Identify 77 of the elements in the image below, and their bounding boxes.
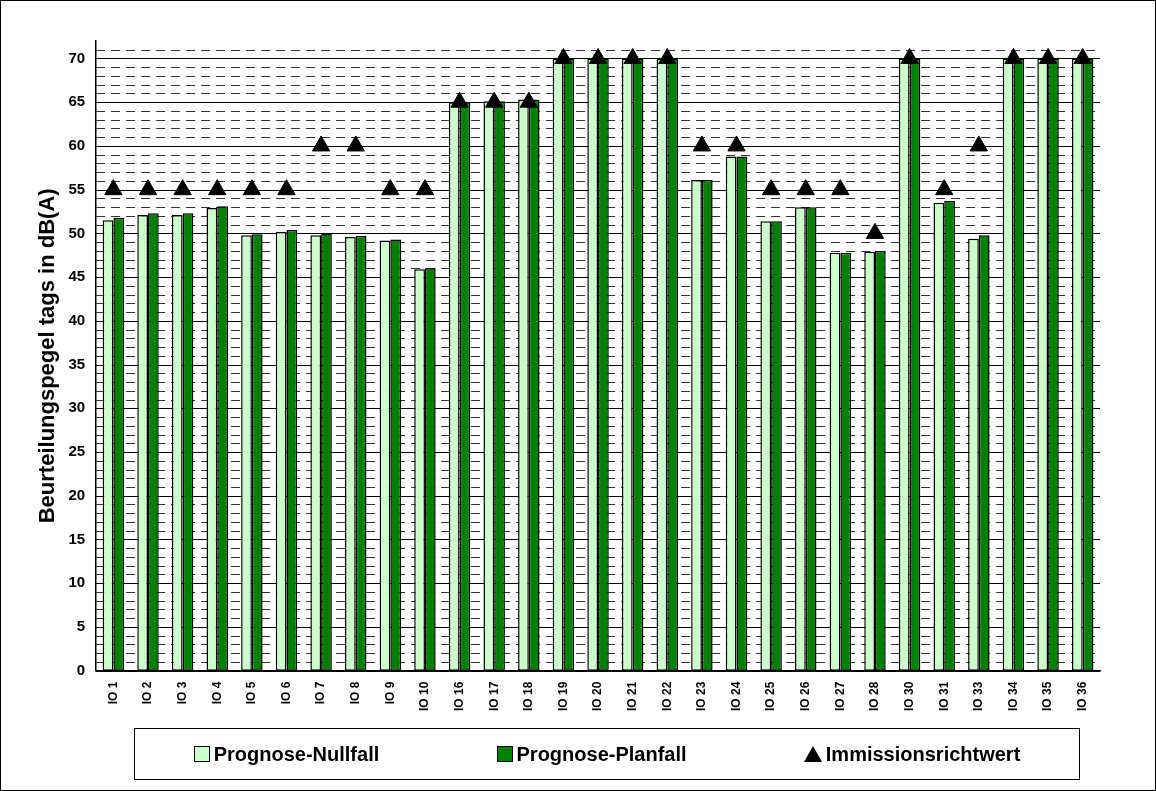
- point: [796, 179, 815, 196]
- x-tick-label: IO 2: [140, 681, 155, 705]
- x-tick-label: IO 6: [278, 681, 293, 705]
- y-tick-label: 5: [76, 617, 86, 635]
- x-tick-label: IO 7: [313, 681, 328, 705]
- x-tick-label: IO 18: [521, 681, 536, 712]
- point: [450, 91, 469, 108]
- y-tick-label: 60: [68, 136, 86, 154]
- x-tick-label: IO 19: [555, 681, 570, 712]
- x-tick-label: IO 35: [1040, 681, 1055, 712]
- y-tick-label: 70: [68, 48, 86, 66]
- y-axis-title: Beurteilungspegel tags in dB(A): [34, 188, 60, 524]
- x-tick-label: IO 9: [382, 681, 397, 705]
- point: [415, 179, 435, 196]
- y-tick-label: 50: [68, 223, 86, 241]
- x-tick-label: IO 34: [1005, 681, 1020, 712]
- x-tick-label: IO 21: [624, 681, 639, 712]
- x-tick-label: IO 16: [451, 681, 466, 712]
- x-tick-label: IO 31: [936, 681, 951, 712]
- x-tick-label: IO 24: [728, 681, 743, 712]
- legend-label: Prognose-Nullfall: [213, 742, 380, 766]
- x-tick-label: IO 1: [105, 681, 120, 705]
- point: [1004, 47, 1023, 64]
- x-tick-label: IO 10: [417, 681, 432, 712]
- point: [588, 47, 608, 64]
- y-tick-label: 55: [68, 179, 86, 197]
- point: [1038, 47, 1058, 64]
- point: [173, 179, 192, 196]
- point: [554, 47, 573, 64]
- x-tick-label: IO 3: [174, 681, 189, 705]
- x-tick-label: IO 33: [971, 681, 986, 712]
- point: [831, 179, 850, 196]
- point: [138, 179, 158, 196]
- point: [104, 179, 123, 196]
- point: [900, 47, 919, 64]
- x-tick-label: IO 8: [348, 681, 363, 705]
- x-tick-label: IO 27: [832, 681, 847, 712]
- x-tick-label: IO 22: [659, 681, 674, 712]
- point: [311, 135, 331, 152]
- point: [208, 179, 227, 196]
- point: [519, 91, 538, 108]
- y-tick-label: 65: [68, 92, 86, 110]
- x-tick-label: IO 23: [694, 681, 709, 712]
- point: [969, 135, 988, 152]
- y-tick-label: 35: [68, 354, 86, 372]
- x-tick-label: IO 30: [901, 681, 916, 712]
- point: [658, 47, 677, 64]
- point: [381, 179, 400, 196]
- x-tick-label: IO 28: [867, 681, 882, 712]
- y-tick-label: 0: [76, 660, 86, 678]
- point: [277, 179, 296, 196]
- x-tick-label: IO 20: [590, 681, 605, 712]
- point: [242, 179, 262, 196]
- x-tick-label: IO 36: [1075, 681, 1089, 712]
- point: [727, 135, 746, 152]
- x-tick-label: IO 5: [244, 681, 259, 705]
- point: [1073, 47, 1092, 64]
- legend-label: Prognose-Planfall: [516, 742, 687, 766]
- point: [692, 135, 712, 152]
- point: [935, 179, 954, 196]
- y-tick-label: 40: [68, 310, 86, 328]
- y-tick-label: 10: [68, 573, 86, 591]
- point: [623, 47, 642, 64]
- y-tick-label: 25: [68, 442, 86, 460]
- x-tick-label: IO 25: [763, 681, 778, 712]
- legend-label: Immissionsrichtwert: [825, 742, 1021, 766]
- point: [761, 179, 781, 196]
- y-tick-label: 20: [68, 485, 86, 503]
- x-tick-label: IO 17: [486, 681, 501, 712]
- point: [346, 135, 365, 152]
- x-tick-label: IO 4: [209, 681, 224, 705]
- point: [485, 91, 504, 108]
- y-tick-label: 15: [68, 529, 86, 547]
- x-tick-label: IO 26: [798, 681, 813, 712]
- y-tick-label: 45: [68, 267, 86, 285]
- y-tick-label: 30: [68, 398, 86, 416]
- point: [865, 222, 885, 239]
